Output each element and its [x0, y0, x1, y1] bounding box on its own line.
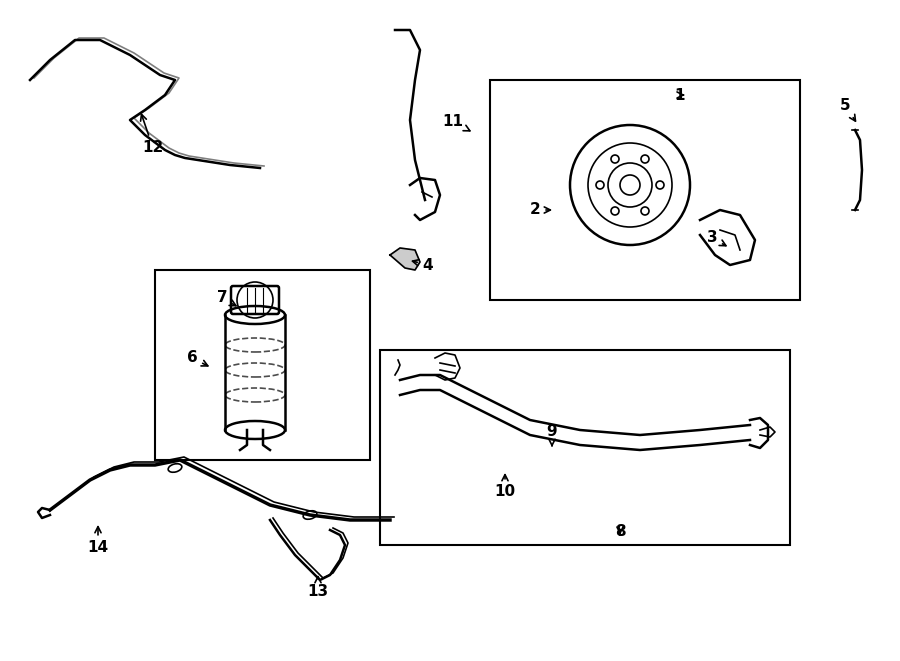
Text: 14: 14	[87, 527, 109, 555]
Text: 5: 5	[840, 98, 856, 121]
Text: 13: 13	[308, 576, 328, 600]
Text: 11: 11	[443, 114, 470, 131]
Bar	[380, 350, 790, 545]
Text: 10: 10	[494, 475, 516, 500]
Text: 8: 8	[615, 524, 626, 539]
Bar	[155, 270, 370, 460]
Text: 1: 1	[675, 87, 685, 102]
Polygon shape	[390, 248, 420, 270]
Text: 2: 2	[529, 202, 551, 217]
Text: 7: 7	[217, 290, 236, 306]
Text: 3: 3	[706, 231, 726, 246]
Text: 6: 6	[186, 350, 208, 366]
Text: 9: 9	[546, 424, 557, 446]
Text: 12: 12	[140, 114, 164, 155]
Bar	[490, 80, 800, 300]
Text: 4: 4	[412, 258, 433, 272]
